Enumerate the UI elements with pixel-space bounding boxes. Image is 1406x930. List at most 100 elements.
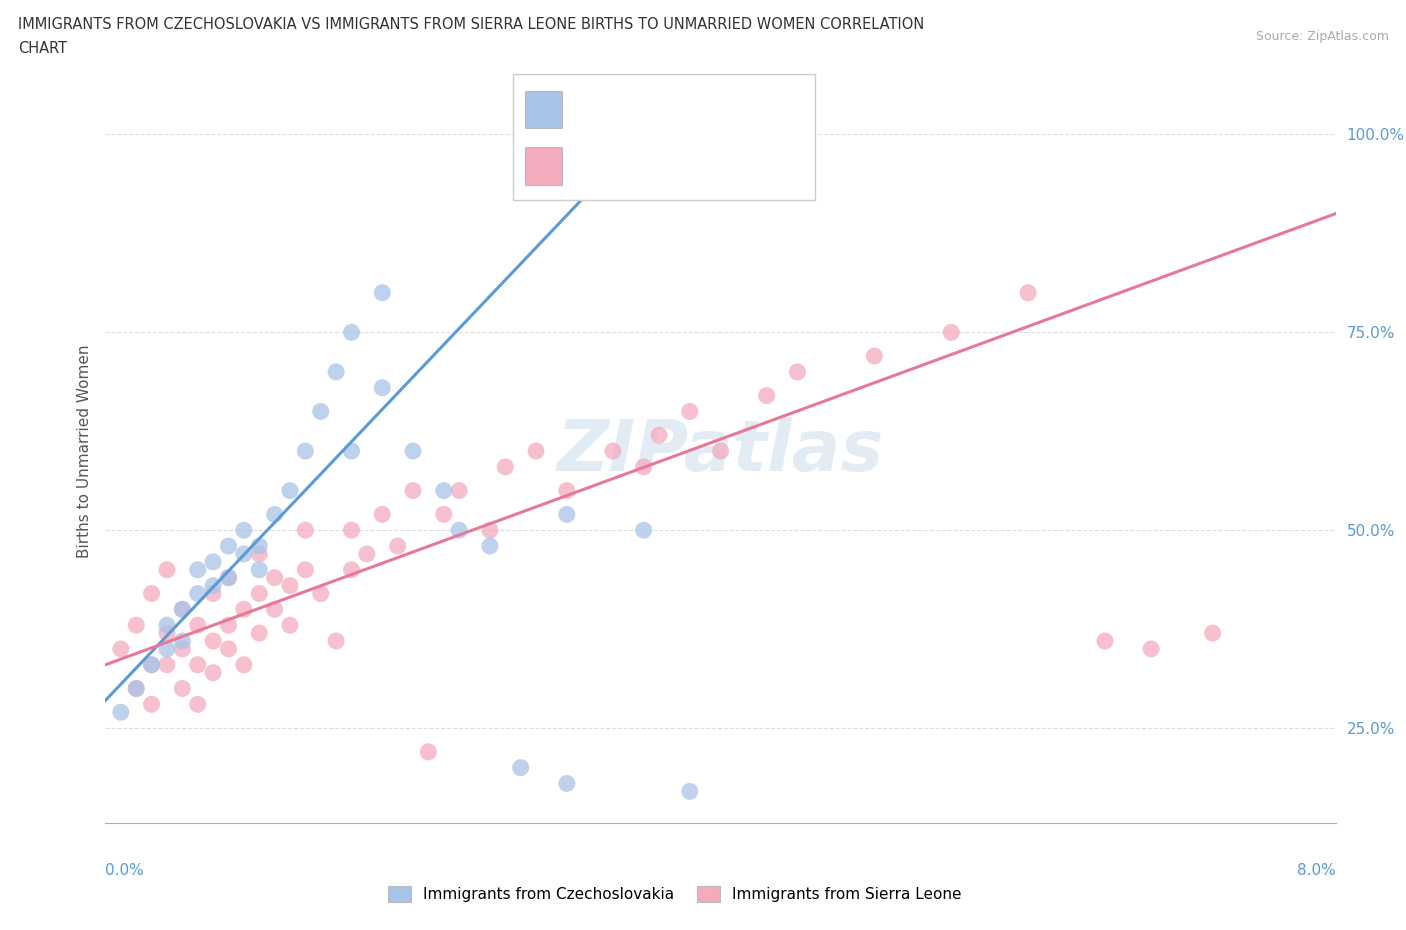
Point [278,578,301,593]
Point [156,618,179,632]
Point [478,538,501,553]
Point [172,602,194,617]
Point [602,444,624,458]
Text: R = 0.407   N = 60: R = 0.407 N = 60 [574,157,744,175]
Point [309,586,332,601]
Point [187,618,209,632]
Point [402,484,425,498]
Point [141,586,163,601]
Point [679,784,702,799]
Point [524,444,547,458]
Point [202,586,225,601]
Text: 8.0%: 8.0% [1296,863,1336,878]
Point [340,563,363,578]
Point [449,523,471,538]
Point [187,563,209,578]
Point [187,697,209,711]
Point [325,633,347,648]
Point [232,658,254,672]
Text: 0.0%: 0.0% [105,863,145,878]
Point [679,404,702,418]
Point [371,286,394,300]
Point [371,507,394,522]
Point [125,681,148,696]
Point [356,547,378,562]
Point [1094,633,1116,648]
Point [418,744,440,759]
Point [648,428,671,443]
Point [202,578,225,593]
Point [156,563,179,578]
Point [218,570,240,585]
Point [232,547,254,562]
Point [202,554,225,569]
Point [263,507,285,522]
Point [371,380,394,395]
Point [172,602,194,617]
Point [509,760,531,775]
Point [863,349,886,364]
Point [125,681,148,696]
Point [156,642,179,657]
Point [294,523,316,538]
Text: R = 0.608   N = 37: R = 0.608 N = 37 [574,100,744,117]
Text: CHART: CHART [18,41,67,56]
Point [325,365,347,379]
Point [202,633,225,648]
Point [156,626,179,641]
Point [941,325,963,339]
Legend: Immigrants from Czechoslovakia, Immigrants from Sierra Leone: Immigrants from Czechoslovakia, Immigran… [382,880,967,909]
Point [172,642,194,657]
Point [340,523,363,538]
Point [156,658,179,672]
Point [555,776,578,790]
Point [1017,286,1039,300]
Point [263,602,285,617]
Point [1140,642,1163,657]
Point [1201,626,1223,641]
Point [187,586,209,601]
Point [555,507,578,522]
Point [340,325,363,339]
Point [478,523,501,538]
Point [555,151,578,166]
Y-axis label: Births to Unmarried Women: Births to Unmarried Women [76,344,91,558]
Point [755,388,778,403]
Point [247,538,270,553]
Point [232,523,254,538]
Point [110,642,132,657]
Point [433,507,456,522]
Point [141,658,163,672]
Point [247,626,270,641]
Point [433,484,456,498]
Point [449,484,471,498]
Point [218,538,240,553]
Text: Source: ZipAtlas.com: Source: ZipAtlas.com [1256,30,1389,43]
Point [141,697,163,711]
Point [218,570,240,585]
FancyBboxPatch shape [513,74,815,200]
Point [387,538,409,553]
Text: ZIPatlas: ZIPatlas [557,417,884,485]
Point [633,523,655,538]
Point [633,127,655,142]
Point [141,658,163,672]
Point [172,633,194,648]
Text: IMMIGRANTS FROM CZECHOSLOVAKIA VS IMMIGRANTS FROM SIERRA LEONE BIRTHS TO UNMARRI: IMMIGRANTS FROM CZECHOSLOVAKIA VS IMMIGR… [18,17,925,32]
Point [125,618,148,632]
Point [263,570,285,585]
Point [294,563,316,578]
Point [218,642,240,657]
Point [187,658,209,672]
Point [402,444,425,458]
Point [110,705,132,720]
Point [633,459,655,474]
Point [786,365,808,379]
Point [232,602,254,617]
Point [202,665,225,680]
Point [555,484,578,498]
Point [218,618,240,632]
Point [247,563,270,578]
Point [247,586,270,601]
Point [278,484,301,498]
